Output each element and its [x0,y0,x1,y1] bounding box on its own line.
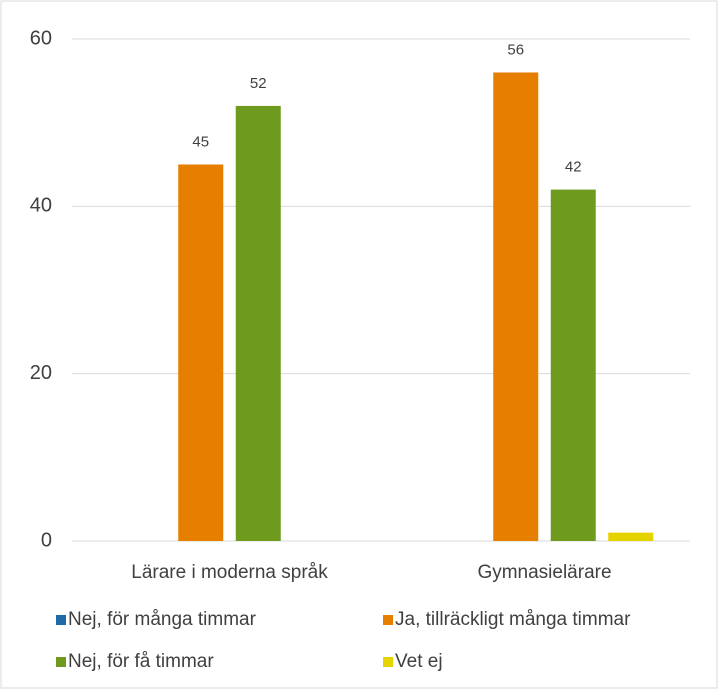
data-label: 56 [507,41,524,58]
bar [608,532,654,541]
bar [235,105,281,541]
legend-swatch [56,657,66,667]
legend-swatch [383,615,393,625]
y-tick-label: 0 [41,529,52,551]
data-label: 52 [250,75,267,92]
bar [550,189,596,541]
bar [493,72,539,541]
legend-swatch [383,657,393,667]
legend-label: Ja, tillräckligt många timmar [395,609,631,630]
legend-label: Nej, för få timmar [68,651,214,672]
data-label: 45 [192,133,209,150]
x-tick-label: Lärare i moderna språk [131,562,328,583]
bar [178,164,224,541]
y-tick-label: 40 [30,195,52,217]
legend-label: Vet ej [395,651,443,672]
x-tick-label: Gymnasielärare [477,562,611,583]
y-tick-label: 60 [30,27,52,49]
data-label: 42 [565,159,582,176]
legend-swatch [56,615,66,625]
y-tick-label: 20 [30,362,52,384]
legend-label: Nej, för många timmar [68,609,257,630]
